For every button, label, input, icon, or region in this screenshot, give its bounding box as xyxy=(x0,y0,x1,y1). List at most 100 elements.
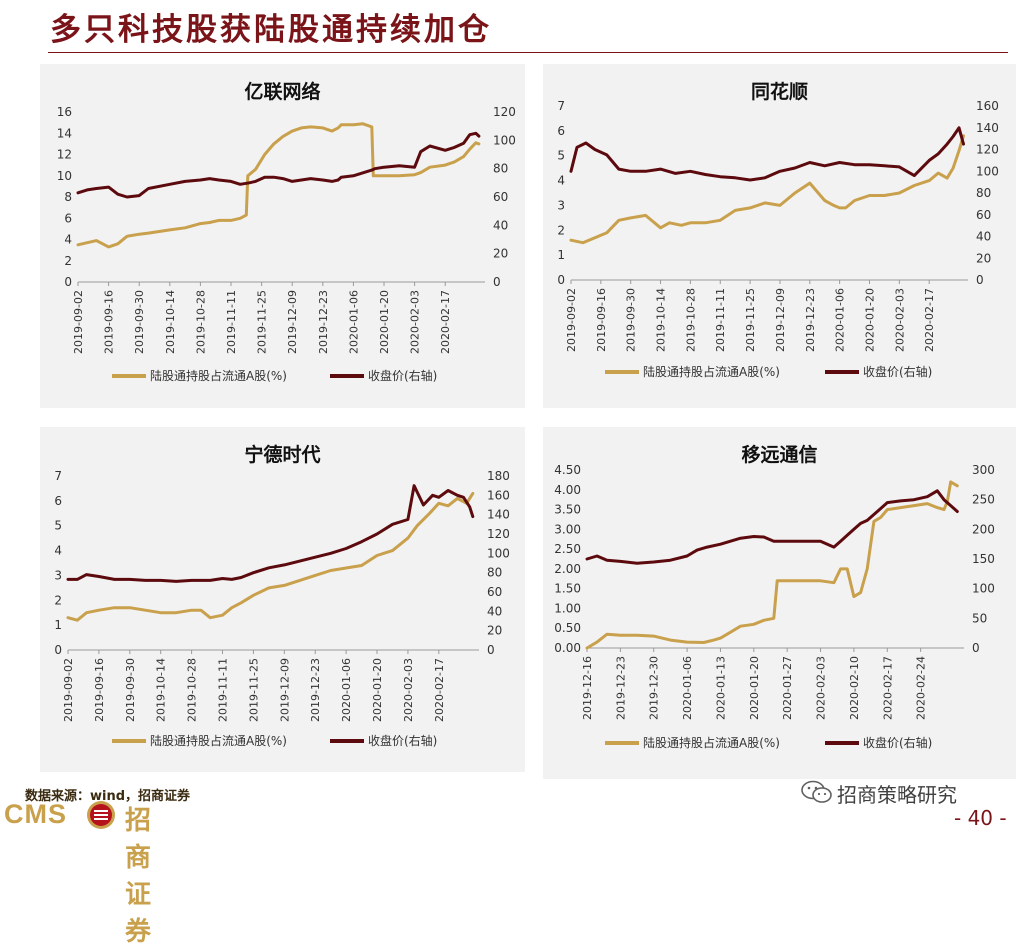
x-axis-tick-label: 2019-11-25 xyxy=(744,288,757,352)
chart-title: 亿联网络 xyxy=(244,80,320,103)
x-axis-tick-label: 2020-01-06 xyxy=(340,658,353,722)
x-axis-tick-label: 2019-10-28 xyxy=(186,658,199,722)
right-axis-tick-label: 80 xyxy=(487,566,502,580)
x-axis-tick-label: 2020-02-03 xyxy=(893,288,906,352)
x-axis-tick-label: 2019-09-30 xyxy=(124,658,137,722)
left-axis-tick-label: 3 xyxy=(54,568,62,582)
x-axis-tick-label: 2019-09-02 xyxy=(62,658,75,722)
left-axis-tick-label: 14 xyxy=(57,126,72,140)
left-axis-tick-label: 1.00 xyxy=(554,601,581,615)
left-axis-tick-label: 0 xyxy=(54,643,62,657)
x-axis-tick-label: 2019-12-09 xyxy=(286,290,299,354)
right-axis-tick-label: 40 xyxy=(976,230,991,244)
left-axis-tick-label: 8 xyxy=(64,190,72,204)
x-axis-tick-label: 2019-09-02 xyxy=(565,288,578,352)
chart-panel-ningde: 宁德时代 0 1 2 3 4 5 6 7 0 20 40 60 80 100 120 140 160 180 2019… xyxy=(40,427,525,772)
series-line-price xyxy=(76,131,481,199)
legend-label: 陆股通持股占流通A股(%) xyxy=(150,368,287,383)
series-line-price xyxy=(585,489,959,565)
right-axis-tick-label: 0 xyxy=(493,275,501,289)
x-axis-tick-label: 2019-11-25 xyxy=(256,290,269,354)
left-axis-tick-label: 5 xyxy=(557,149,565,163)
right-axis-tick-label: 80 xyxy=(976,186,991,200)
x-axis-tick-label: 2020-02-03 xyxy=(402,658,415,722)
left-axis-tick-label: 4.00 xyxy=(554,483,581,497)
x-axis-tick-label: 2019-12-30 xyxy=(648,656,661,720)
left-axis-tick-label: 4 xyxy=(64,233,72,247)
title-divider xyxy=(48,52,1008,53)
x-axis-tick-label: 2019-12-09 xyxy=(774,288,787,352)
logo-cms-text: CMS xyxy=(4,799,67,829)
left-axis-tick-label: 0 xyxy=(64,275,72,289)
left-axis-tick-label: 7 xyxy=(54,469,62,483)
right-axis-tick-label: 40 xyxy=(493,218,508,232)
right-axis-tick-label: 180 xyxy=(487,469,510,483)
right-axis-tick-label: 100 xyxy=(976,164,999,178)
chart-panel-yilian: 亿联网络 0 2 4 6 8 10 12 14 16 0 20 40 60 80 100 120 2019-09-… xyxy=(40,64,525,408)
left-axis-tick-label: 6 xyxy=(64,211,72,225)
chart-panel-tonghuashun: 同花顺 0 1 2 3 4 5 6 7 0 20 40 60 80 100 120 140 160 2019-09-… xyxy=(543,64,1016,408)
legend-label: 收盘价(右轴) xyxy=(368,368,437,383)
x-axis-tick-label: 2020-01-20 xyxy=(748,656,761,720)
right-axis-tick-label: 0 xyxy=(487,643,495,657)
x-axis-tick-label: 2019-11-11 xyxy=(225,290,238,354)
x-axis-tick-label: 2020-01-20 xyxy=(863,288,876,352)
x-axis-tick-label: 2020-01-06 xyxy=(347,290,360,354)
series-line-holding xyxy=(76,122,481,249)
x-axis-tick-label: 2019-09-30 xyxy=(133,290,146,354)
x-axis-tick-label: 2019-12-09 xyxy=(278,658,291,722)
x-axis-tick-label: 2019-10-28 xyxy=(194,290,207,354)
x-axis-tick-label: 2020-02-03 xyxy=(409,290,422,354)
x-axis-tick-label: 2019-09-30 xyxy=(625,288,638,352)
right-axis-tick-label: 160 xyxy=(487,488,510,502)
left-axis-tick-label: 2.00 xyxy=(554,562,581,576)
left-axis-tick-label: 2 xyxy=(54,593,62,607)
left-axis-tick-label: 2 xyxy=(557,223,565,237)
left-axis-tick-label: 16 xyxy=(57,105,72,119)
left-axis-tick-label: 4 xyxy=(54,544,62,558)
right-axis-tick-label: 80 xyxy=(493,162,508,176)
right-axis-tick-label: 20 xyxy=(487,624,502,638)
left-axis-tick-label: 3.50 xyxy=(554,503,581,517)
left-axis-tick-label: 1 xyxy=(54,618,62,632)
right-axis-tick-label: 140 xyxy=(976,121,999,135)
left-axis-tick-label: 0.00 xyxy=(554,641,581,655)
right-axis-tick-label: 200 xyxy=(972,522,995,536)
series-line-holding xyxy=(569,134,965,245)
page-number: - 40 - xyxy=(954,806,1007,830)
left-axis-tick-label: 3.00 xyxy=(554,522,581,536)
logo-emblem-icon xyxy=(87,801,115,829)
x-axis-tick-label: 2019-10-14 xyxy=(164,290,177,354)
left-axis-tick-label: 4.50 xyxy=(554,463,581,477)
x-axis-tick-label: 2020-02-10 xyxy=(848,656,861,720)
x-axis-tick-label: 2019-12-23 xyxy=(309,658,322,722)
x-axis-tick-label: 2020-01-20 xyxy=(378,290,391,354)
right-axis-tick-label: 60 xyxy=(493,190,508,204)
right-axis-tick-label: 100 xyxy=(493,133,516,147)
left-axis-tick-label: 3 xyxy=(557,198,565,212)
x-axis-tick-label: 2020-02-17 xyxy=(923,288,936,352)
right-axis-tick-label: 20 xyxy=(976,251,991,265)
left-axis-tick-label: 12 xyxy=(57,148,72,162)
left-axis-tick-label: 6 xyxy=(54,494,62,508)
left-axis-tick-label: 2.50 xyxy=(554,542,581,556)
right-axis-tick-label: 100 xyxy=(972,582,995,596)
x-axis-tick-label: 2019-12-23 xyxy=(614,656,627,720)
left-axis-tick-label: 1 xyxy=(557,248,565,262)
x-axis-tick-label: 2019-12-16 xyxy=(581,656,594,720)
chart-panel-yiyuan: 移远通信 0.00 0.50 1.00 1.50 2.00 2.50 3.00 3.50 4.00… xyxy=(543,427,1016,779)
right-axis-tick-label: 0 xyxy=(972,641,980,655)
page-title: 多只科技股获陆股通持续加仓 xyxy=(50,12,492,48)
x-axis-tick-label: 2020-01-13 xyxy=(714,656,727,720)
x-axis-tick-label: 2019-09-16 xyxy=(595,288,608,352)
x-axis-tick-label: 2020-02-17 xyxy=(433,658,446,722)
x-axis-tick-label: 2019-11-11 xyxy=(714,288,727,352)
x-axis-tick-label: 2019-10-28 xyxy=(684,288,697,352)
chart-title: 宁德时代 xyxy=(244,443,320,466)
right-axis-tick-label: 50 xyxy=(972,611,987,625)
x-axis-tick-label: 2019-09-16 xyxy=(103,290,116,354)
chart-title: 同花顺 xyxy=(751,80,808,103)
series-line-price xyxy=(66,484,475,583)
x-axis-tick-label: 2019-09-02 xyxy=(72,290,85,354)
legend-label: 收盘价(右轴) xyxy=(863,735,932,750)
